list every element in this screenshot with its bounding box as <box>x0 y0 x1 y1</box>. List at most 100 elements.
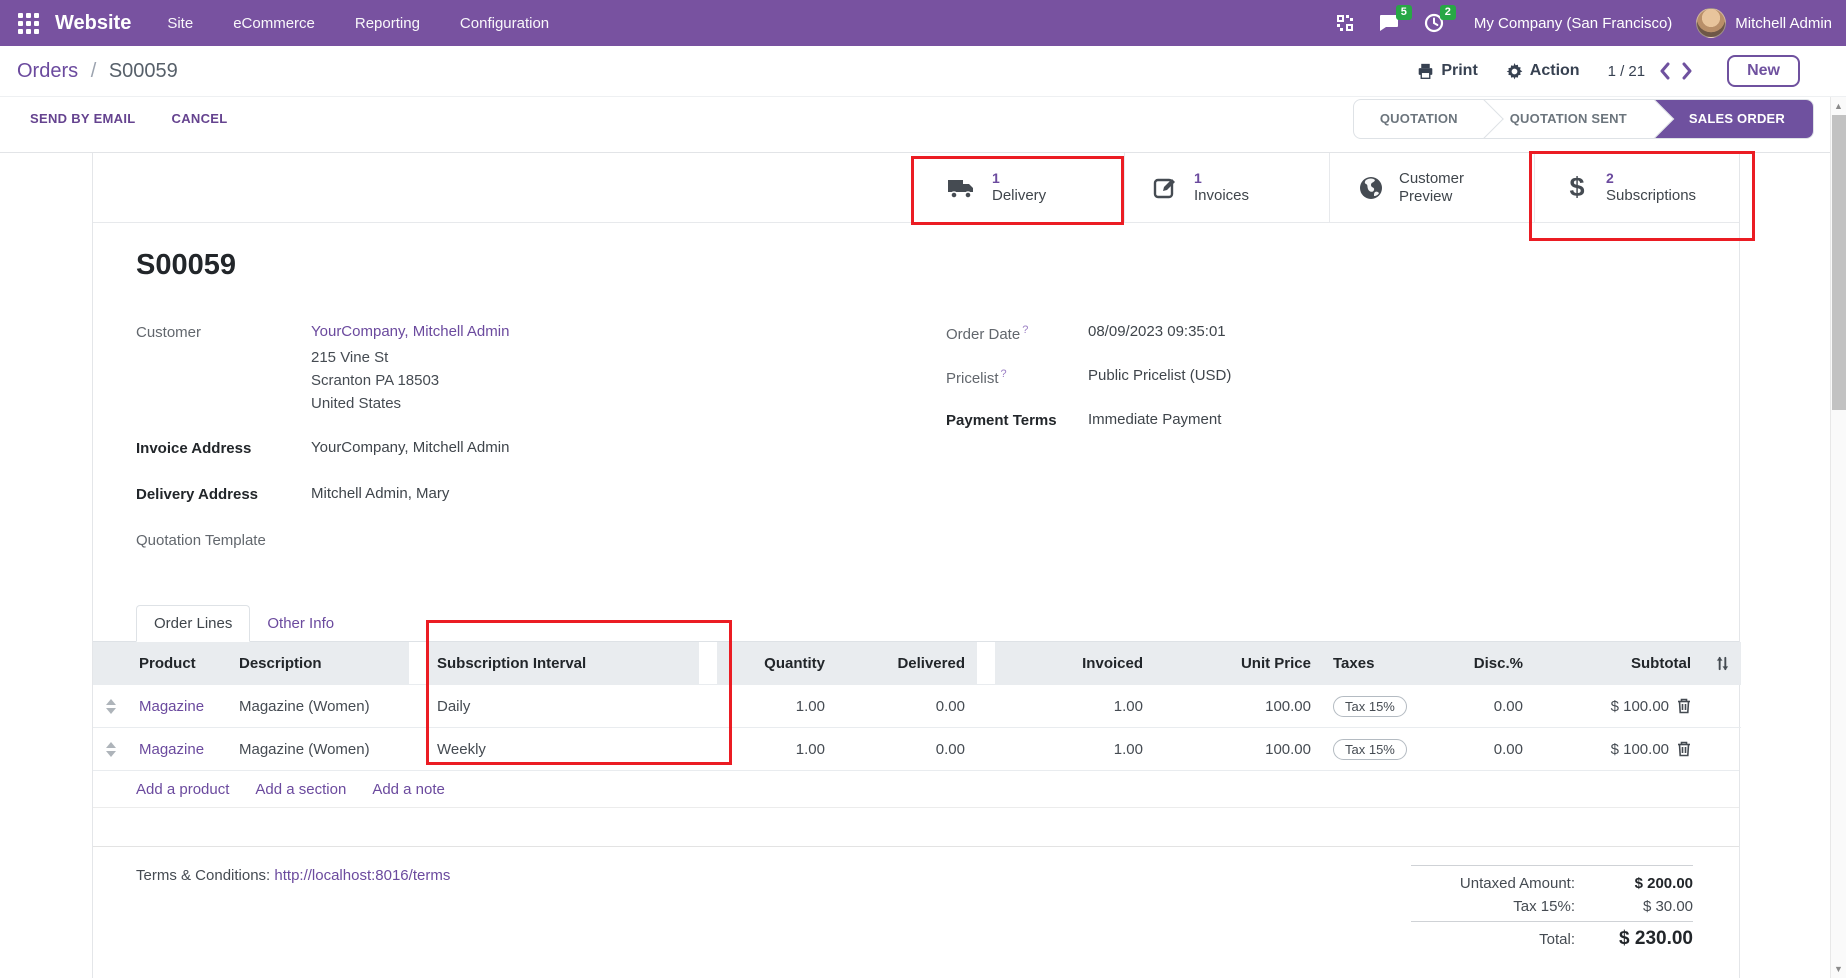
invoiced-cell[interactable]: 1.00 <box>995 684 1155 727</box>
activities-badge: 2 <box>1439 5 1456 20</box>
send-by-email-button[interactable]: SEND BY EMAIL <box>30 111 136 126</box>
field-customer: Customer YourCompany, Mitchell Admin 215… <box>136 323 736 415</box>
dollar-icon: $ <box>1569 172 1585 202</box>
user-menu[interactable]: Mitchell Admin <box>1696 8 1832 38</box>
table-row[interactable]: Magazine Magazine (Women) Daily 1.00 0.0… <box>93 684 1741 727</box>
product-link[interactable]: Magazine <box>139 740 205 758</box>
col-subscription-interval[interactable]: Subscription Interval <box>427 642 699 684</box>
quantity-cell[interactable]: 1.00 <box>717 727 837 770</box>
order-lines-notebook: Order Lines Other Info Product Descripti… <box>93 601 1741 847</box>
delivery-count: 1 <box>992 170 1000 187</box>
scroll-down-icon[interactable]: ▼ <box>1834 964 1843 974</box>
order-date-value[interactable]: 08/09/2023 09:35:01 <box>1088 323 1226 340</box>
nav-menu-configuration[interactable]: Configuration <box>459 14 550 32</box>
delivery-address-value[interactable]: Mitchell Admin, Mary <box>311 485 450 502</box>
systray-apps-icon[interactable] <box>1336 14 1354 32</box>
breadcrumb-orders-link[interactable]: Orders <box>17 59 79 82</box>
terms-label: Terms & Conditions: <box>136 867 271 884</box>
pricelist-value[interactable]: Public Pricelist (USD) <box>1088 367 1232 384</box>
col-delivered[interactable]: Delivered <box>837 642 977 684</box>
payment-terms-value[interactable]: Immediate Payment <box>1088 411 1222 428</box>
add-a-note-link[interactable]: Add a note <box>372 780 445 798</box>
product-link[interactable]: Magazine <box>139 697 205 715</box>
order-date-label: Order Date? <box>946 324 1029 343</box>
tax-badge[interactable]: Tax 15% <box>1333 738 1407 760</box>
trash-icon[interactable] <box>1677 741 1691 757</box>
subscriptions-smart-button[interactable]: $ 2 Subscriptions <box>1534 153 1739 222</box>
subscription-interval-cell[interactable]: Daily <box>427 684 699 727</box>
avatar <box>1696 8 1727 38</box>
apps-menu-icon[interactable] <box>18 12 39 34</box>
state-quotation[interactable]: QUOTATION <box>1379 111 1458 126</box>
address-line-2: Scranton PA 18503 <box>311 372 440 389</box>
order-lines-header: Product Description Subscription Interva… <box>93 642 1741 684</box>
col-disc[interactable]: Disc.% <box>1435 642 1535 684</box>
tab-other-info[interactable]: Other Info <box>267 615 335 632</box>
subtotal-cell: $ 100.00 <box>1610 740 1669 758</box>
unit-price-cell[interactable]: 100.00 <box>1155 684 1323 727</box>
nav-menu-reporting[interactable]: Reporting <box>354 14 420 32</box>
invoices-smart-button[interactable]: 1 Invoices <box>1124 153 1329 222</box>
add-a-section-link[interactable]: Add a section <box>255 780 347 798</box>
trash-icon[interactable] <box>1677 698 1691 714</box>
optional-columns-icon[interactable] <box>1703 642 1741 684</box>
tab-order-lines[interactable]: Order Lines <box>136 605 251 642</box>
state-quotation-sent[interactable]: QUOTATION SENT <box>1509 111 1627 126</box>
field-delivery-address: Delivery Address Mitchell Admin, Mary <box>136 485 736 503</box>
company-switcher[interactable]: My Company (San Francisco) <box>1473 14 1673 32</box>
col-unit-price[interactable]: Unit Price <box>1155 642 1323 684</box>
print-icon <box>1417 63 1434 80</box>
print-label: Print <box>1441 62 1478 79</box>
print-button[interactable]: Print <box>1417 62 1478 80</box>
drag-handle[interactable] <box>93 698 129 714</box>
tax-badge[interactable]: Tax 15% <box>1333 695 1407 717</box>
quantity-cell[interactable]: 1.00 <box>717 684 837 727</box>
top-navbar: Website Site eCommerce Reporting Configu… <box>0 0 1846 46</box>
quotation-template-label: Quotation Template <box>136 532 266 549</box>
subscriptions-label: Subscriptions <box>1606 186 1697 204</box>
pager-previous-icon[interactable] <box>1659 62 1671 80</box>
terms-link[interactable]: http://localhost:8016/terms <box>274 867 451 884</box>
breadcrumb-separator: / <box>90 59 97 82</box>
customer-preview-smart-button[interactable]: Customer Preview <box>1329 153 1534 222</box>
handle-column-header <box>93 642 129 684</box>
disc-cell[interactable]: 0.00 <box>1435 684 1535 727</box>
unit-price-cell[interactable]: 100.00 <box>1155 727 1323 770</box>
new-button[interactable]: New <box>1727 55 1800 87</box>
table-row[interactable]: Magazine Magazine (Women) Weekly 1.00 0.… <box>93 727 1741 770</box>
pager-next-icon[interactable] <box>1681 62 1693 80</box>
app-name[interactable]: Website <box>55 11 132 34</box>
delivery-smart-button[interactable]: 1 Delivery <box>919 153 1124 222</box>
delivered-cell[interactable]: 0.00 <box>837 727 977 770</box>
cancel-button[interactable]: CANCEL <box>171 111 228 126</box>
description-cell[interactable]: Magazine (Women) <box>229 727 409 770</box>
drag-handle[interactable] <box>93 741 129 757</box>
invoiced-cell[interactable]: 1.00 <box>995 727 1155 770</box>
col-quantity[interactable]: Quantity <box>717 642 837 684</box>
invoice-address-value[interactable]: YourCompany, Mitchell Admin <box>311 439 510 456</box>
action-button[interactable]: Action <box>1506 62 1580 80</box>
field-pricelist: Pricelist? Public Pricelist (USD) <box>946 367 1506 387</box>
scrollbar-thumb[interactable] <box>1832 115 1846 410</box>
vertical-scrollbar[interactable]: ▲ ▼ <box>1830 97 1846 978</box>
nav-menu-ecommerce[interactable]: eCommerce <box>233 14 315 32</box>
col-taxes[interactable]: Taxes <box>1323 642 1435 684</box>
col-subtotal[interactable]: Subtotal <box>1535 642 1703 684</box>
col-product[interactable]: Product <box>129 642 229 684</box>
col-invoiced[interactable]: Invoiced <box>995 642 1155 684</box>
customer-preview-label: Customer Preview <box>1399 169 1465 205</box>
scroll-up-icon[interactable]: ▲ <box>1834 101 1843 111</box>
state-sales-order[interactable]: SALES ORDER <box>1652 99 1813 138</box>
nav-menu-site[interactable]: Site <box>167 14 194 32</box>
messages-icon[interactable]: 5 <box>1378 5 1412 33</box>
col-description[interactable]: Description <box>229 642 409 684</box>
activities-clock-icon[interactable]: 2 <box>1424 5 1456 33</box>
description-cell[interactable]: Magazine (Women) <box>229 684 409 727</box>
delivered-cell[interactable]: 0.00 <box>837 684 977 727</box>
add-a-product-link[interactable]: Add a product <box>136 780 230 798</box>
globe-icon <box>1358 175 1384 201</box>
customer-link[interactable]: YourCompany, Mitchell Admin <box>311 323 510 340</box>
subscription-interval-cell[interactable]: Weekly <box>427 727 699 770</box>
disc-cell[interactable]: 0.00 <box>1435 727 1535 770</box>
user-name: Mitchell Admin <box>1735 14 1832 32</box>
